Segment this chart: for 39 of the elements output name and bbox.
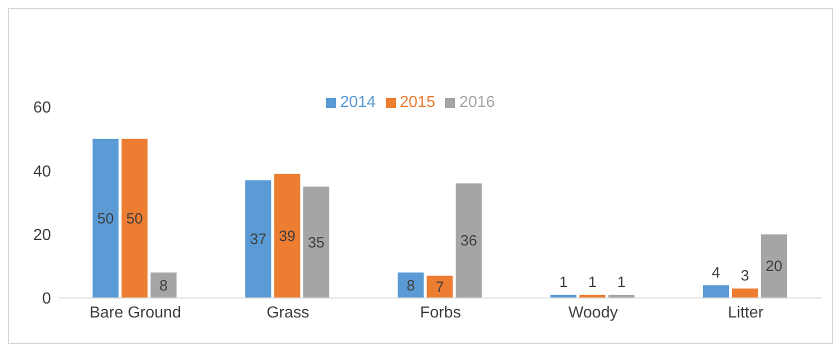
x-tick-label: Woody xyxy=(568,304,618,322)
bar xyxy=(760,234,787,298)
legend-label: 2015 xyxy=(400,94,436,111)
y-tick-label: 20 xyxy=(33,227,52,244)
data-label: 4 xyxy=(712,264,720,282)
x-tick-label: Litter xyxy=(728,304,764,322)
data-label: 50 xyxy=(97,210,114,228)
bar xyxy=(150,272,177,298)
data-label: 3 xyxy=(740,267,750,284)
y-tick-label: 0 xyxy=(42,290,52,308)
y-tick-label: 40 xyxy=(33,163,52,180)
bar xyxy=(274,174,300,298)
data-label: 8 xyxy=(406,277,415,294)
data-label: 8 xyxy=(159,277,168,294)
bar xyxy=(426,276,453,298)
x-tick-label: Bare Ground xyxy=(89,304,182,322)
bar xyxy=(92,138,119,298)
x-tick-label: Forbs xyxy=(420,304,461,322)
bar xyxy=(702,285,729,298)
legend-label: 2014 xyxy=(340,94,376,111)
data-label: 20 xyxy=(766,258,782,276)
bar xyxy=(732,288,758,298)
y-tick-label: 60 xyxy=(33,100,52,117)
data-label: 1 xyxy=(588,274,597,291)
bar xyxy=(456,183,482,298)
data-label: 50 xyxy=(126,210,143,228)
bar xyxy=(303,186,330,298)
data-label: 1 xyxy=(617,274,626,291)
data-label: 7 xyxy=(436,278,444,296)
data-label: 39 xyxy=(278,228,296,245)
data-label: 36 xyxy=(460,232,478,250)
bar xyxy=(122,138,148,298)
data-label: 37 xyxy=(250,231,267,248)
data-label: 35 xyxy=(308,234,325,252)
bar xyxy=(398,272,424,298)
x-tick-label: Grass xyxy=(266,304,310,322)
data-label: 1 xyxy=(559,274,568,291)
legend-label: 2016 xyxy=(459,94,495,111)
bar xyxy=(245,180,272,298)
